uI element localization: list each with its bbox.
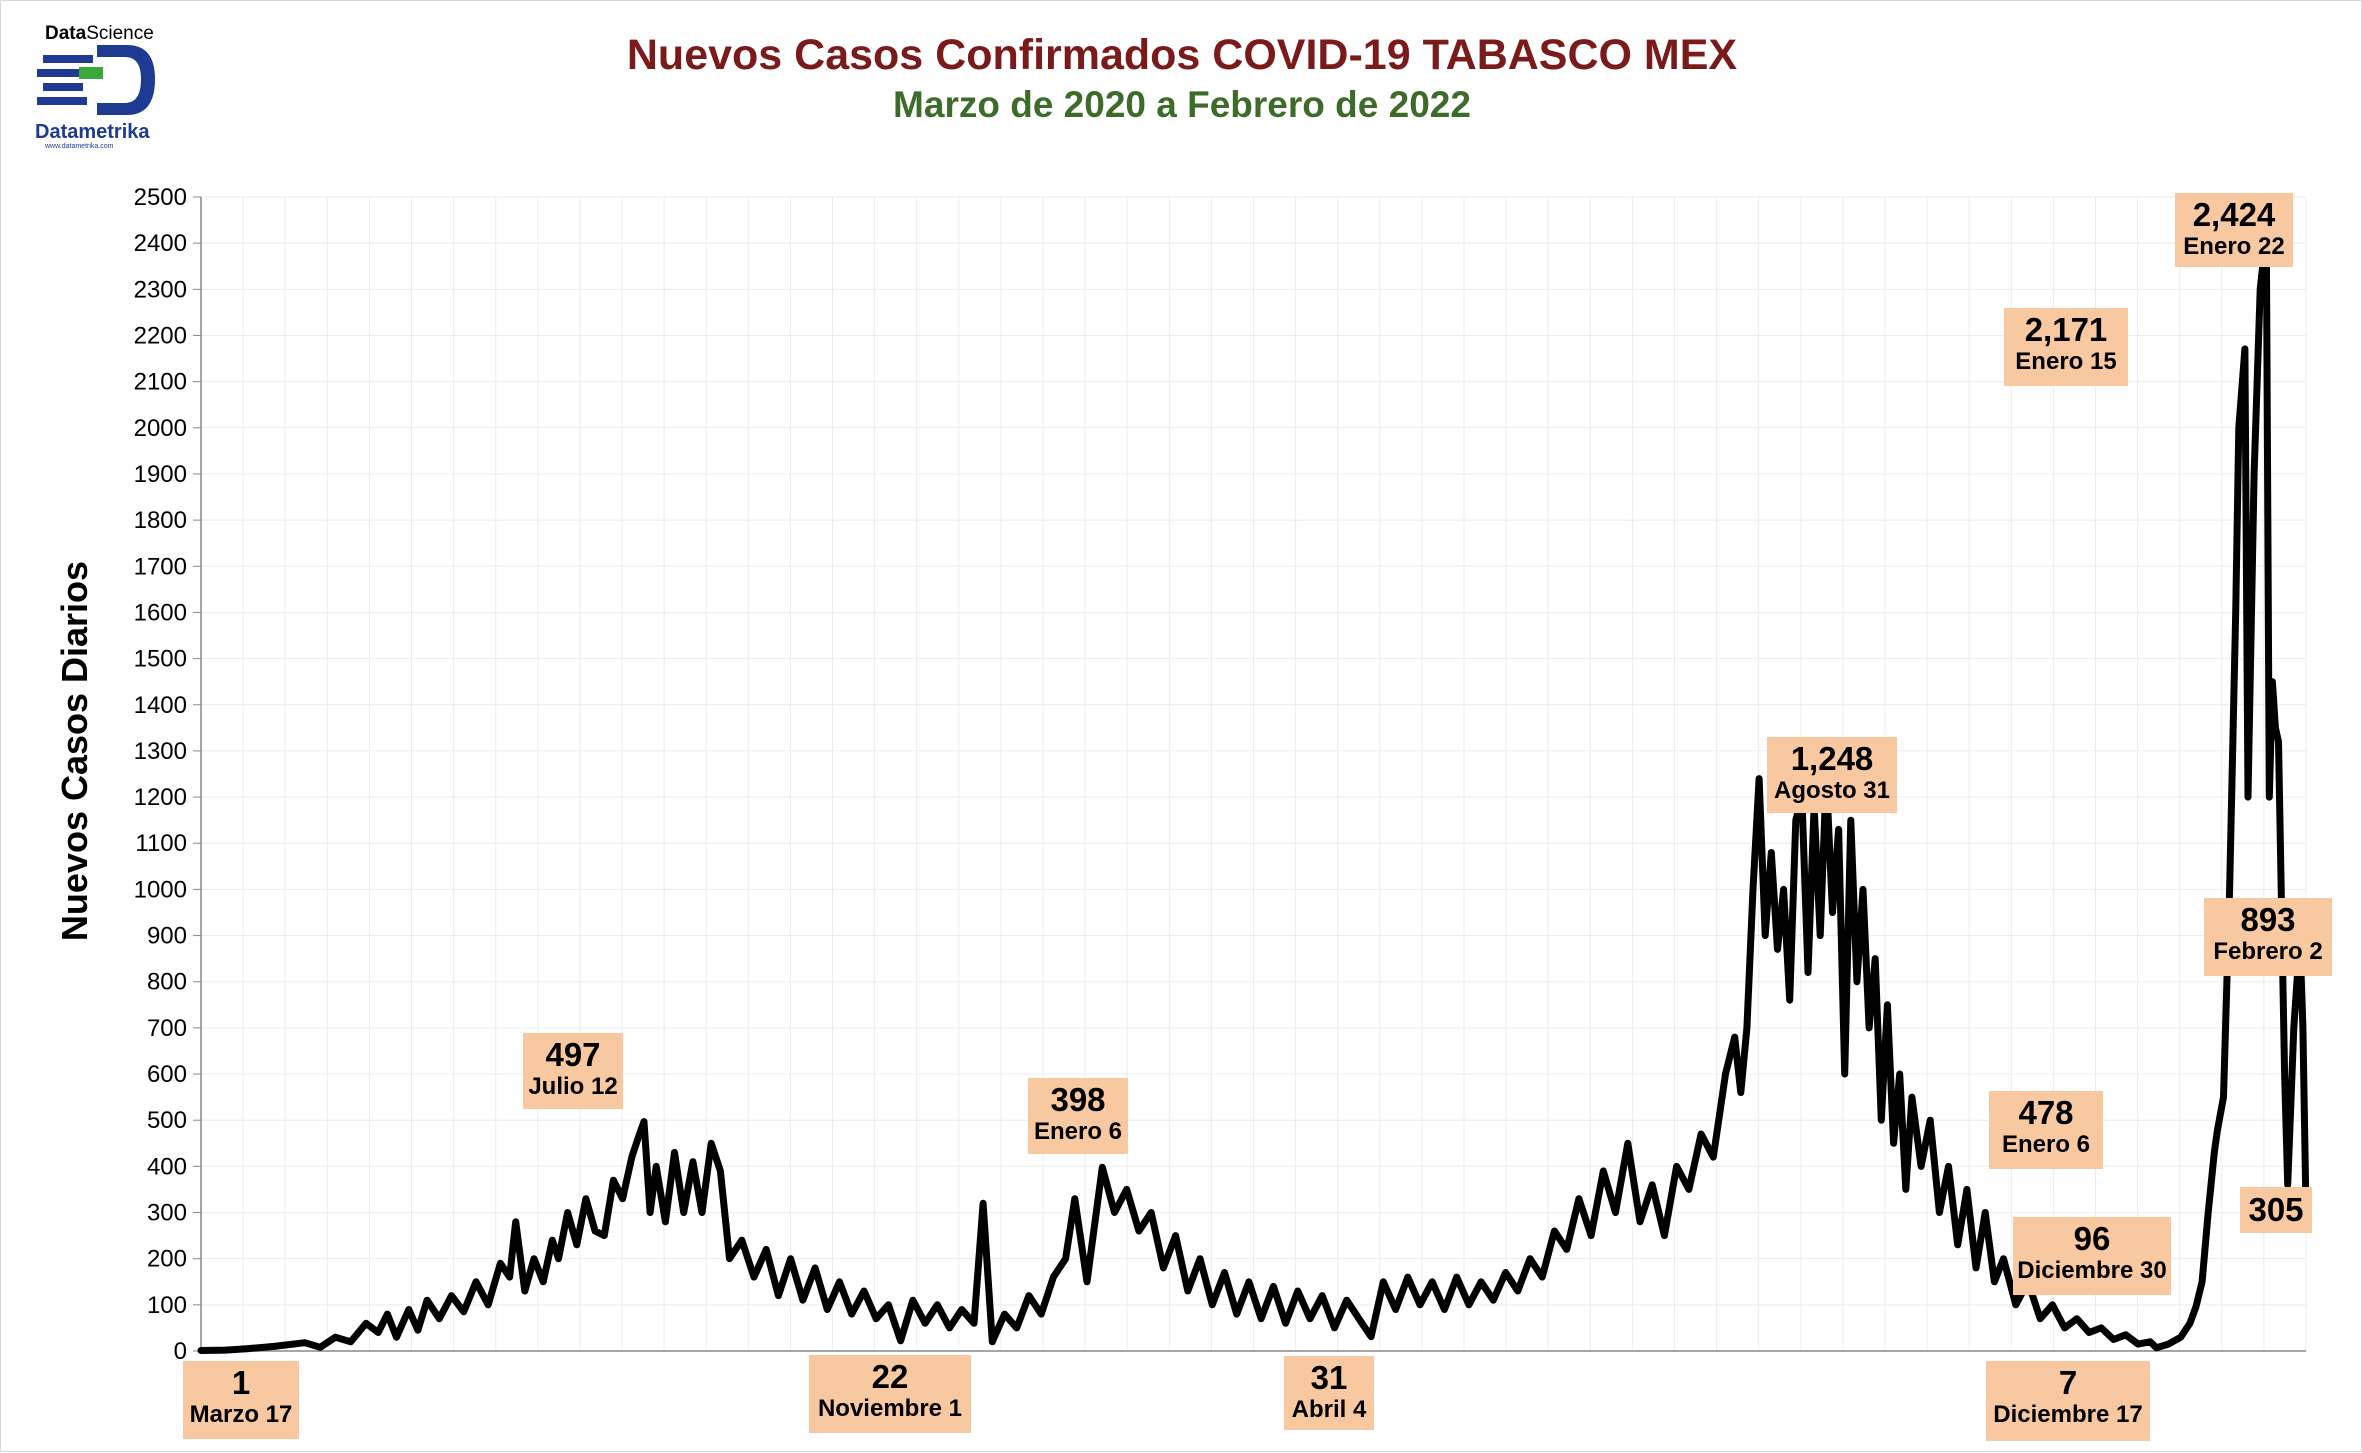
annotation-date: Enero 6 <box>1033 1118 1123 1145</box>
annotation-callout: 2,171 Enero 15 <box>2004 308 2128 386</box>
logo-url: www.datametrika.com <box>45 143 114 150</box>
y-tick-label: 300 <box>147 1200 187 1227</box>
y-tick-label: 200 <box>147 1246 187 1273</box>
y-axis-label: Nuevos Casos Diarios <box>54 561 95 941</box>
annotation-callout: 305 <box>2240 1187 2312 1233</box>
annotation-callout: 478 Enero 6 <box>1989 1091 2103 1169</box>
annotation-date: Marzo 17 <box>189 1401 293 1428</box>
series-layer <box>197 228 2310 1354</box>
annotation-callout: 398 Enero 6 <box>1028 1078 1128 1154</box>
annotation-date: Julio 12 <box>528 1073 618 1100</box>
y-tick-label: 1200 <box>134 784 187 811</box>
annotation-value: 497 <box>545 1036 601 1073</box>
annotation-date: Abril 4 <box>1291 1396 1367 1423</box>
annotation-value: 31 <box>1310 1359 1348 1396</box>
annotation-callout: 893 Febrero 2 <box>2204 898 2332 976</box>
y-tick-label: 500 <box>147 1107 187 1134</box>
annotation-callout: 497 Julio 12 <box>523 1033 623 1109</box>
annotation-callout: 1,248 Agosto 31 <box>1767 737 1897 813</box>
y-tick-label: 2300 <box>134 276 187 303</box>
y-tick-label: 2000 <box>134 415 187 442</box>
annotation-date: Diciembre 30 <box>2017 1257 2167 1284</box>
chart-subtitle: Marzo de 2020 a Febrero de 2022 <box>893 84 1471 125</box>
annotation-callout: 96 Diciembre 30 <box>2013 1217 2171 1295</box>
annotation-date: Enero 15 <box>2015 348 2117 375</box>
grid <box>200 196 2307 1352</box>
annotation-value: 2,424 <box>2192 196 2276 233</box>
y-tick-label: 2200 <box>134 322 187 349</box>
logo-name: Datametrika <box>35 121 150 143</box>
annotation-value: 893 <box>2240 901 2296 938</box>
cases-line <box>197 228 2310 1354</box>
annotation-date: Agosto 31 <box>1773 777 1890 804</box>
datametrika-logo: DataScience Datametrika www.datametrika.… <box>35 23 165 151</box>
y-tick-label: 700 <box>147 1015 187 1042</box>
annotation-value: 398 <box>1050 1081 1106 1118</box>
y-tick-label: 1500 <box>134 646 187 673</box>
annotation-date: Noviembre 1 <box>817 1395 963 1422</box>
y-tick-label: 1100 <box>135 830 187 857</box>
annotation-value: 96 <box>2073 1220 2111 1257</box>
annotation-value: 7 <box>2058 1364 2078 1401</box>
annotation-value: 1,248 <box>1790 740 1874 777</box>
annotation-callout: 7 Diciembre 17 <box>1986 1361 2150 1441</box>
logo-tagline: DataScience <box>45 23 154 45</box>
y-tick-label: 1700 <box>134 553 187 580</box>
y-tick-label: 100 <box>147 1292 187 1319</box>
annotation-date: Enero 6 <box>2001 1131 2091 1158</box>
y-tick-label: 1000 <box>134 876 187 903</box>
y-tick-label: 0 <box>174 1338 187 1365</box>
y-tick-label: 2100 <box>134 369 187 396</box>
y-tick-label: 1300 <box>134 738 187 765</box>
annotation-value: 305 <box>2248 1191 2304 1228</box>
y-tick-label: 800 <box>147 969 187 996</box>
y-tick-label: 1600 <box>134 599 187 626</box>
logo-tagline-a: Data <box>45 23 87 44</box>
y-tick-label: 2500 <box>134 184 187 211</box>
annotation-callout: 22 Noviembre 1 <box>809 1355 971 1433</box>
annotation-callout: 2,424 Enero 22 <box>2175 193 2293 267</box>
chart-title: Nuevos Casos Confirmados COVID-19 TABASC… <box>626 31 1738 79</box>
annotation-value: 2,171 <box>2024 311 2108 348</box>
y-tick-label: 900 <box>147 923 187 950</box>
axes: 0 100 200 300 400 500 600 700 800 900 1000 1100 1200… <box>134 184 2306 1365</box>
y-tick-label: 1800 <box>134 507 187 534</box>
annotation-date: Enero 22 <box>2183 233 2285 260</box>
annotation-value: 1 <box>231 1364 251 1401</box>
y-tick-label: 1400 <box>134 692 187 719</box>
y-tick-label: 1900 <box>134 461 187 488</box>
y-tick-label: 400 <box>147 1153 187 1180</box>
annotation-date: Febrero 2 <box>2213 938 2323 965</box>
logo-d-icon <box>37 45 155 115</box>
annotation-callout: 1 Marzo 17 <box>183 1361 299 1439</box>
y-tick-label: 600 <box>147 1061 187 1088</box>
y-tick-label: 2400 <box>134 230 187 257</box>
annotation-callout: 31 Abril 4 <box>1284 1356 1374 1430</box>
annotation-date: Diciembre 17 <box>1993 1401 2143 1428</box>
annotation-value: 22 <box>871 1358 909 1395</box>
logo-tagline-b: Science <box>86 23 154 44</box>
annotation-value: 478 <box>2018 1094 2074 1131</box>
